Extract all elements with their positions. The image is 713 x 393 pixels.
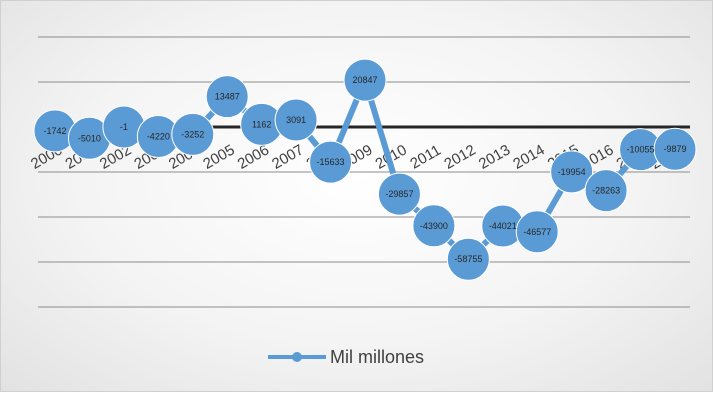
data-label: -3252 <box>181 129 204 139</box>
data-label: -43900 <box>420 221 448 231</box>
data-label: -1742 <box>43 126 66 136</box>
data-label: 20847 <box>352 75 377 85</box>
data-point <box>584 169 628 213</box>
x-tick-label: 2007 <box>269 141 306 172</box>
data-label: 1162 <box>252 119 271 129</box>
data-label: 13487 <box>215 92 240 102</box>
legend: Mil millones <box>268 347 424 367</box>
data-point <box>377 172 421 216</box>
data-point <box>274 98 318 142</box>
data-label: -19954 <box>558 167 586 177</box>
series-mil-millones <box>33 58 697 281</box>
x-tick-label: 2006 <box>235 141 272 172</box>
data-labels: -1742 -5010 -1 -4220 -3252 13487 1162 3091 -1563… <box>43 75 686 264</box>
data-label: -15633 <box>317 157 345 167</box>
data-point <box>412 204 456 248</box>
x-tick-label: 2013 <box>476 141 513 172</box>
data-label: -44021 <box>489 221 517 231</box>
data-point <box>171 112 215 156</box>
x-tick-label: 2012 <box>441 141 478 172</box>
legend-label: Mil millones <box>330 347 424 367</box>
data-label: -46577 <box>523 227 551 237</box>
data-label: -58755 <box>454 254 482 264</box>
legend-marker-swatch <box>292 352 302 362</box>
data-point <box>205 75 249 119</box>
data-label: 3091 <box>286 115 306 125</box>
data-label: -9879 <box>663 144 686 154</box>
data-label: -5010 <box>78 133 101 143</box>
data-label: -4220 <box>147 131 170 141</box>
data-label: -10055 <box>627 145 655 155</box>
data-point <box>446 237 490 281</box>
data-point <box>515 210 559 254</box>
data-label: -29857 <box>385 189 413 199</box>
data-point <box>550 150 594 194</box>
x-tick-label: 2011 <box>407 142 443 173</box>
data-label: -28263 <box>592 186 620 196</box>
data-label: -1 <box>120 122 128 132</box>
x-tick-label: 2014 <box>510 141 547 172</box>
data-point <box>653 127 697 171</box>
data-point <box>343 58 387 102</box>
data-point <box>309 140 353 184</box>
